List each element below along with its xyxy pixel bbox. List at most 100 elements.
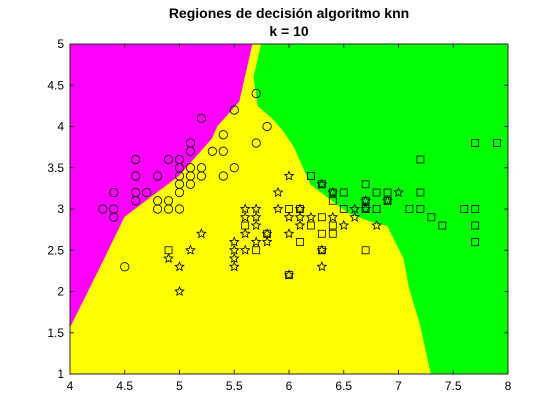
y-tick-label: 1 (57, 367, 64, 381)
point-star (316, 261, 328, 272)
point-star (371, 219, 382, 231)
point-star (294, 219, 306, 231)
point-star (338, 219, 350, 231)
point-circle (185, 138, 196, 148)
point-square (460, 205, 469, 213)
point-circle (262, 121, 272, 132)
point-square (296, 238, 304, 246)
point-square (438, 221, 447, 230)
point-circle (218, 171, 228, 181)
point-star (250, 219, 262, 231)
point-square (416, 155, 425, 164)
point-square (372, 205, 381, 213)
point-square (339, 188, 348, 197)
point-circle (163, 196, 174, 206)
x-tick-label: 6 (286, 379, 293, 393)
point-circle (131, 171, 141, 181)
point-square (339, 205, 348, 213)
point-square (383, 196, 392, 205)
point-square (361, 246, 370, 255)
x-tick-label: 4 (67, 379, 74, 393)
point-star (239, 203, 251, 214)
point-square (471, 139, 480, 147)
point-circle (120, 262, 130, 272)
point-circle (251, 88, 261, 99)
point-star (239, 228, 251, 239)
x-tick-label: 5.5 (226, 379, 243, 393)
x-tick-label: 5 (176, 379, 183, 393)
point-star (228, 261, 240, 272)
point-star (250, 203, 262, 214)
point-square (361, 205, 370, 213)
point-circle (153, 196, 163, 206)
point-star (294, 211, 306, 222)
point-star (272, 203, 284, 214)
point-circle (131, 154, 141, 165)
point-circle (142, 187, 152, 198)
x-tick-label: 7.5 (445, 379, 462, 393)
decision-regions (70, 44, 508, 374)
point-square (285, 205, 293, 213)
point-square (471, 238, 480, 246)
point-square (383, 188, 392, 197)
point-square (285, 271, 293, 279)
point-square (306, 172, 315, 180)
point-star (228, 236, 240, 247)
point-circle (174, 154, 185, 165)
point-square (328, 196, 337, 205)
point-square (416, 188, 425, 197)
point-star (327, 211, 339, 222)
point-square (241, 221, 250, 230)
point-star (239, 244, 251, 255)
point-star (283, 211, 295, 222)
point-square (416, 205, 425, 213)
point-circle (196, 163, 206, 173)
point-square (361, 180, 370, 189)
point-circle (218, 130, 228, 140)
point-square (427, 213, 436, 222)
point-star (250, 211, 262, 222)
point-square (296, 205, 304, 213)
y-tick-label: 4.5 (47, 78, 64, 92)
chart-title: Regiones de decisión algoritmo knn (169, 5, 409, 21)
point-circle (109, 204, 119, 214)
point-star (349, 211, 361, 222)
point-star (283, 228, 295, 239)
point-star (174, 261, 185, 272)
point-star (272, 186, 284, 198)
point-square (317, 246, 326, 255)
x-tick-label: 7 (395, 379, 402, 393)
point-circle (207, 146, 217, 156)
point-circle (163, 154, 174, 165)
x-axis: 4 4.5 5 5.5 6 6.5 7 7.5 8 (67, 44, 512, 393)
y-axis: 1 1.5 2 2.5 3 3.5 4 4.5 5 (47, 37, 508, 381)
point-star (250, 236, 262, 247)
point-square (306, 221, 315, 230)
point-square (405, 205, 414, 213)
point-circle (98, 204, 108, 214)
point-star (228, 244, 240, 255)
point-square (328, 188, 337, 197)
point-square (252, 246, 261, 255)
point-square (493, 139, 501, 147)
point-square (317, 229, 326, 238)
data-points (98, 88, 501, 297)
x-tick-label: 4.5 (116, 379, 133, 393)
point-circle (153, 171, 163, 181)
x-tick-label: 6.5 (335, 379, 352, 393)
y-tick-label: 2 (57, 285, 64, 299)
point-square (263, 229, 272, 238)
point-star (228, 252, 240, 264)
y-tick-label: 5 (57, 37, 64, 51)
point-square (317, 213, 326, 222)
x-tick-label: 8 (505, 379, 512, 393)
point-circle (218, 146, 228, 156)
chart-subtitle: k = 10 (269, 23, 309, 39)
point-square (361, 196, 370, 205)
point-square (328, 229, 337, 238)
point-square (164, 246, 173, 255)
region-green (253, 44, 508, 374)
point-circle (229, 105, 239, 115)
point-star (349, 203, 361, 214)
